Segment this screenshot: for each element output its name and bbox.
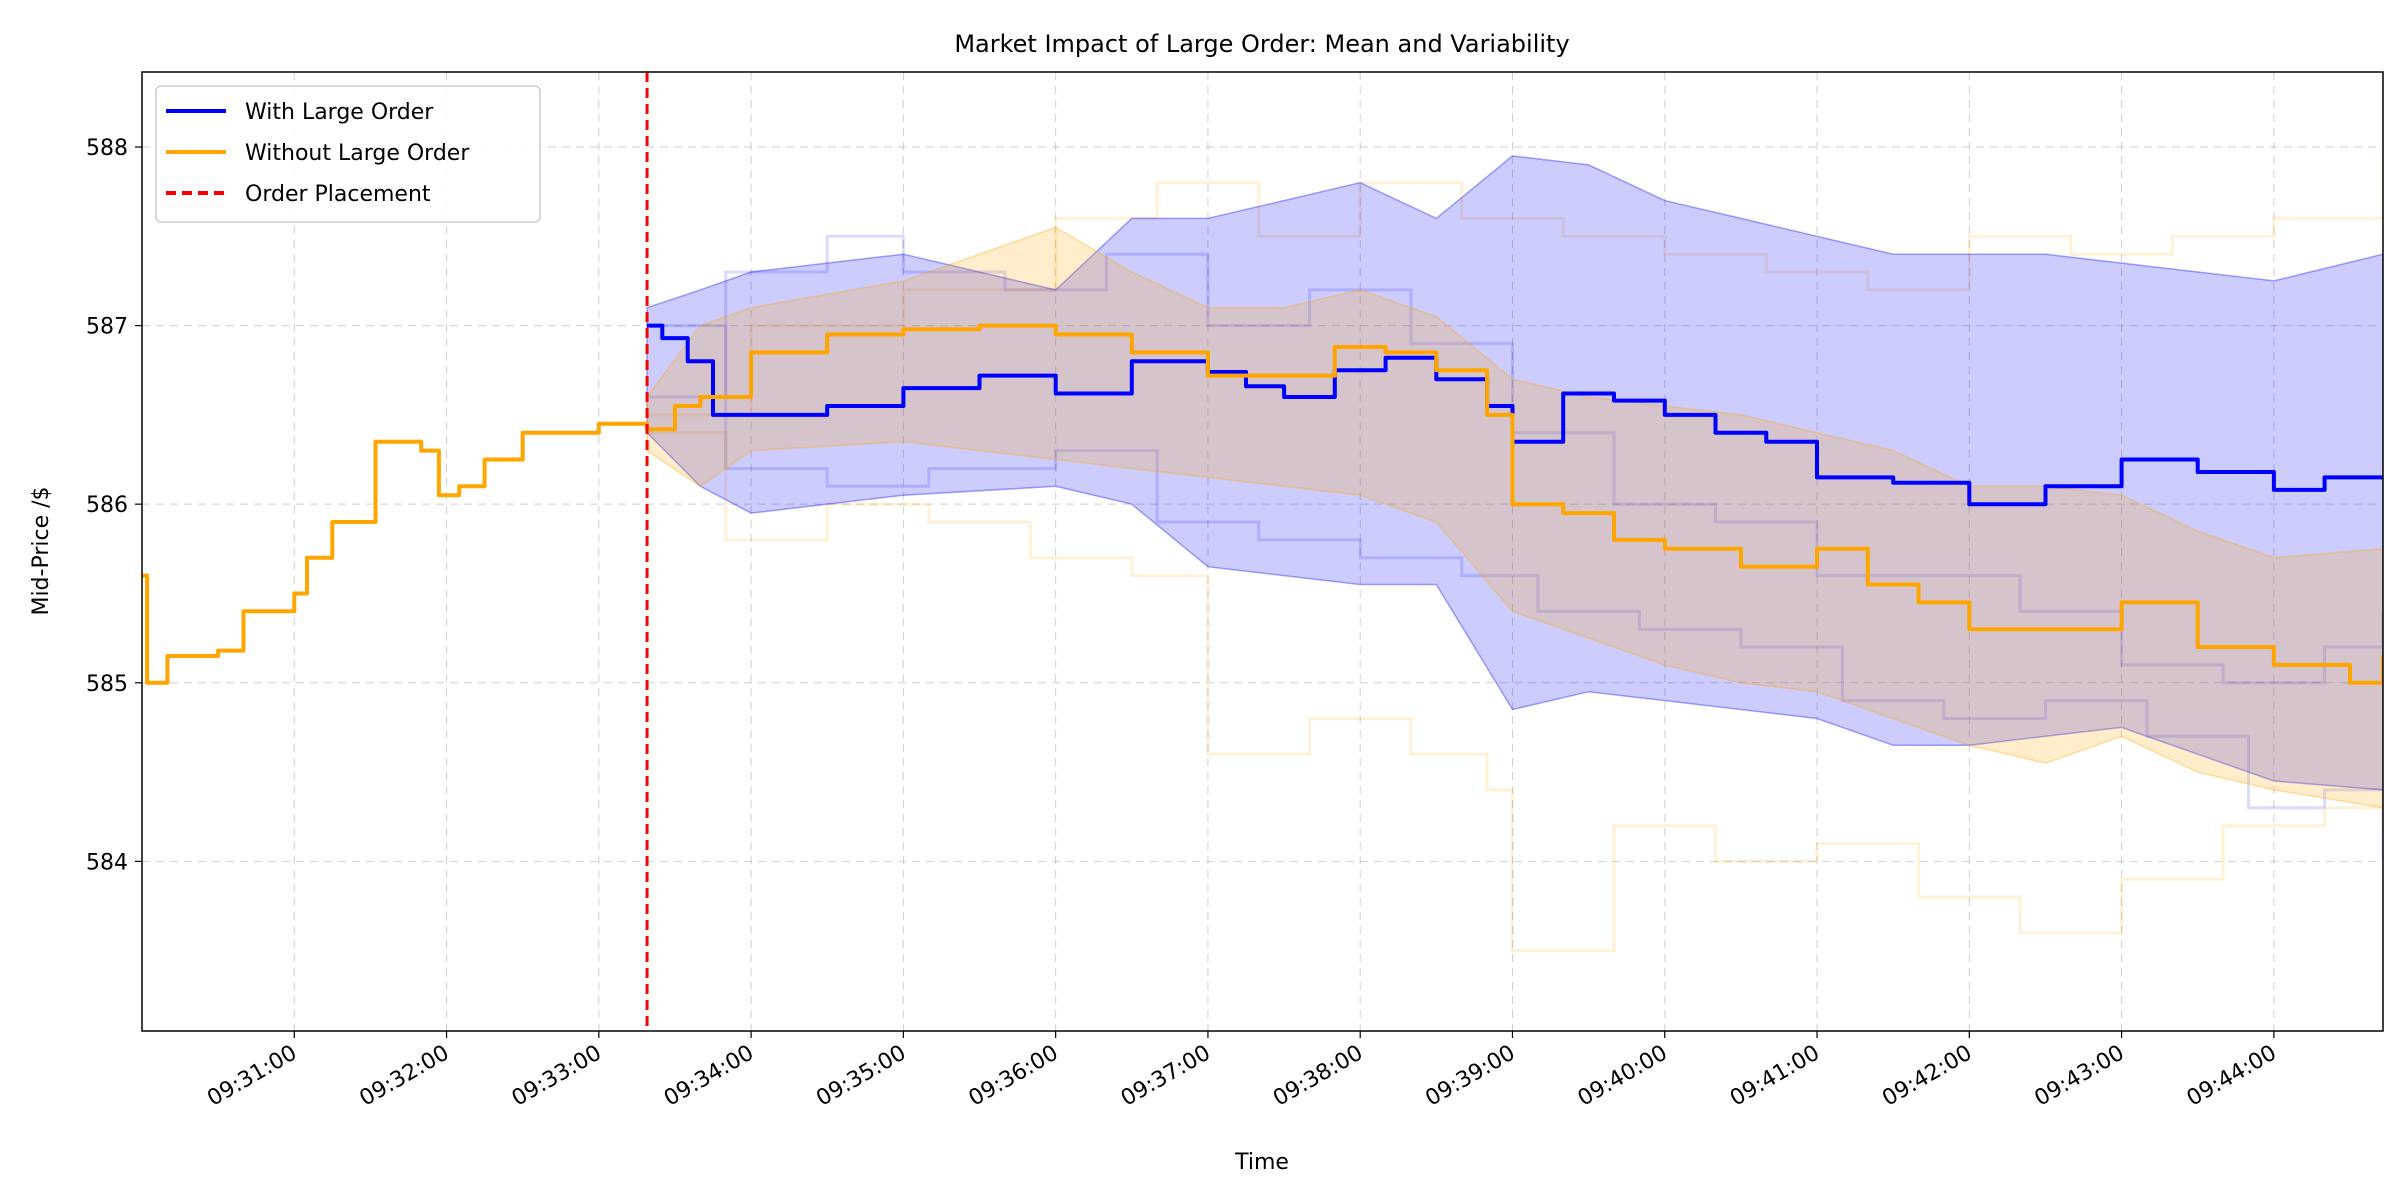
x-tick-label: 09:40:00	[1574, 1041, 1672, 1112]
x-tick-label: 09:39:00	[1421, 1041, 1519, 1112]
simulation-path	[647, 431, 2383, 953]
legend-box	[155, 85, 541, 223]
x-tick-label: 09:37:00	[1117, 1041, 1215, 1112]
y-axis: 584 585 586 587 588	[86, 136, 142, 875]
legend-label: Order Placement	[245, 182, 431, 207]
series-line	[142, 323, 2383, 685]
x-tick-label: 09:32:00	[355, 1041, 453, 1112]
x-axis: 09:31:00 09:32:00 09:33:00 09:34:00 09:35:00…	[203, 1031, 2281, 1112]
plot-area	[142, 72, 2383, 1031]
y-axis-label: Mid-Price /$	[29, 486, 54, 615]
chart-title: Market Impact of Large Order: Mean and V…	[954, 30, 1569, 58]
simulation-path	[647, 147, 2383, 417]
y-tick-label: 585	[86, 672, 128, 697]
legend: With Large Order Without Large Order Order…	[155, 85, 541, 223]
simulation-path	[647, 324, 2383, 862]
legend-label: Without Large Order	[245, 141, 470, 166]
x-tick-label: 09:31:00	[203, 1041, 301, 1112]
variability-band	[646, 155, 2383, 791]
y-tick-label: 586	[86, 493, 128, 518]
x-tick-label: 09:43:00	[2031, 1041, 2129, 1112]
y-tick-label: 588	[86, 136, 128, 161]
x-tick-label: 09:36:00	[965, 1041, 1063, 1112]
x-tick-label: 09:38:00	[1269, 1041, 1367, 1112]
plot-frame	[141, 71, 2384, 1032]
x-tick-label: 09:34:00	[660, 1041, 758, 1112]
x-tick-label: 09:35:00	[812, 1041, 910, 1112]
x-tick-label: 09:42:00	[1878, 1041, 1976, 1112]
legend-label: With Large Order	[245, 100, 434, 125]
x-tick-label: 09:41:00	[1726, 1041, 1824, 1112]
y-tick-label: 587	[86, 315, 128, 340]
simulation-path	[647, 234, 2383, 685]
x-axis-label: Time	[1234, 1150, 1289, 1175]
x-tick-label: 09:44:00	[2183, 1041, 2281, 1112]
x-tick-label: 09:33:00	[508, 1041, 606, 1112]
y-tick-label: 584	[86, 850, 128, 875]
variability-band	[646, 226, 2383, 809]
